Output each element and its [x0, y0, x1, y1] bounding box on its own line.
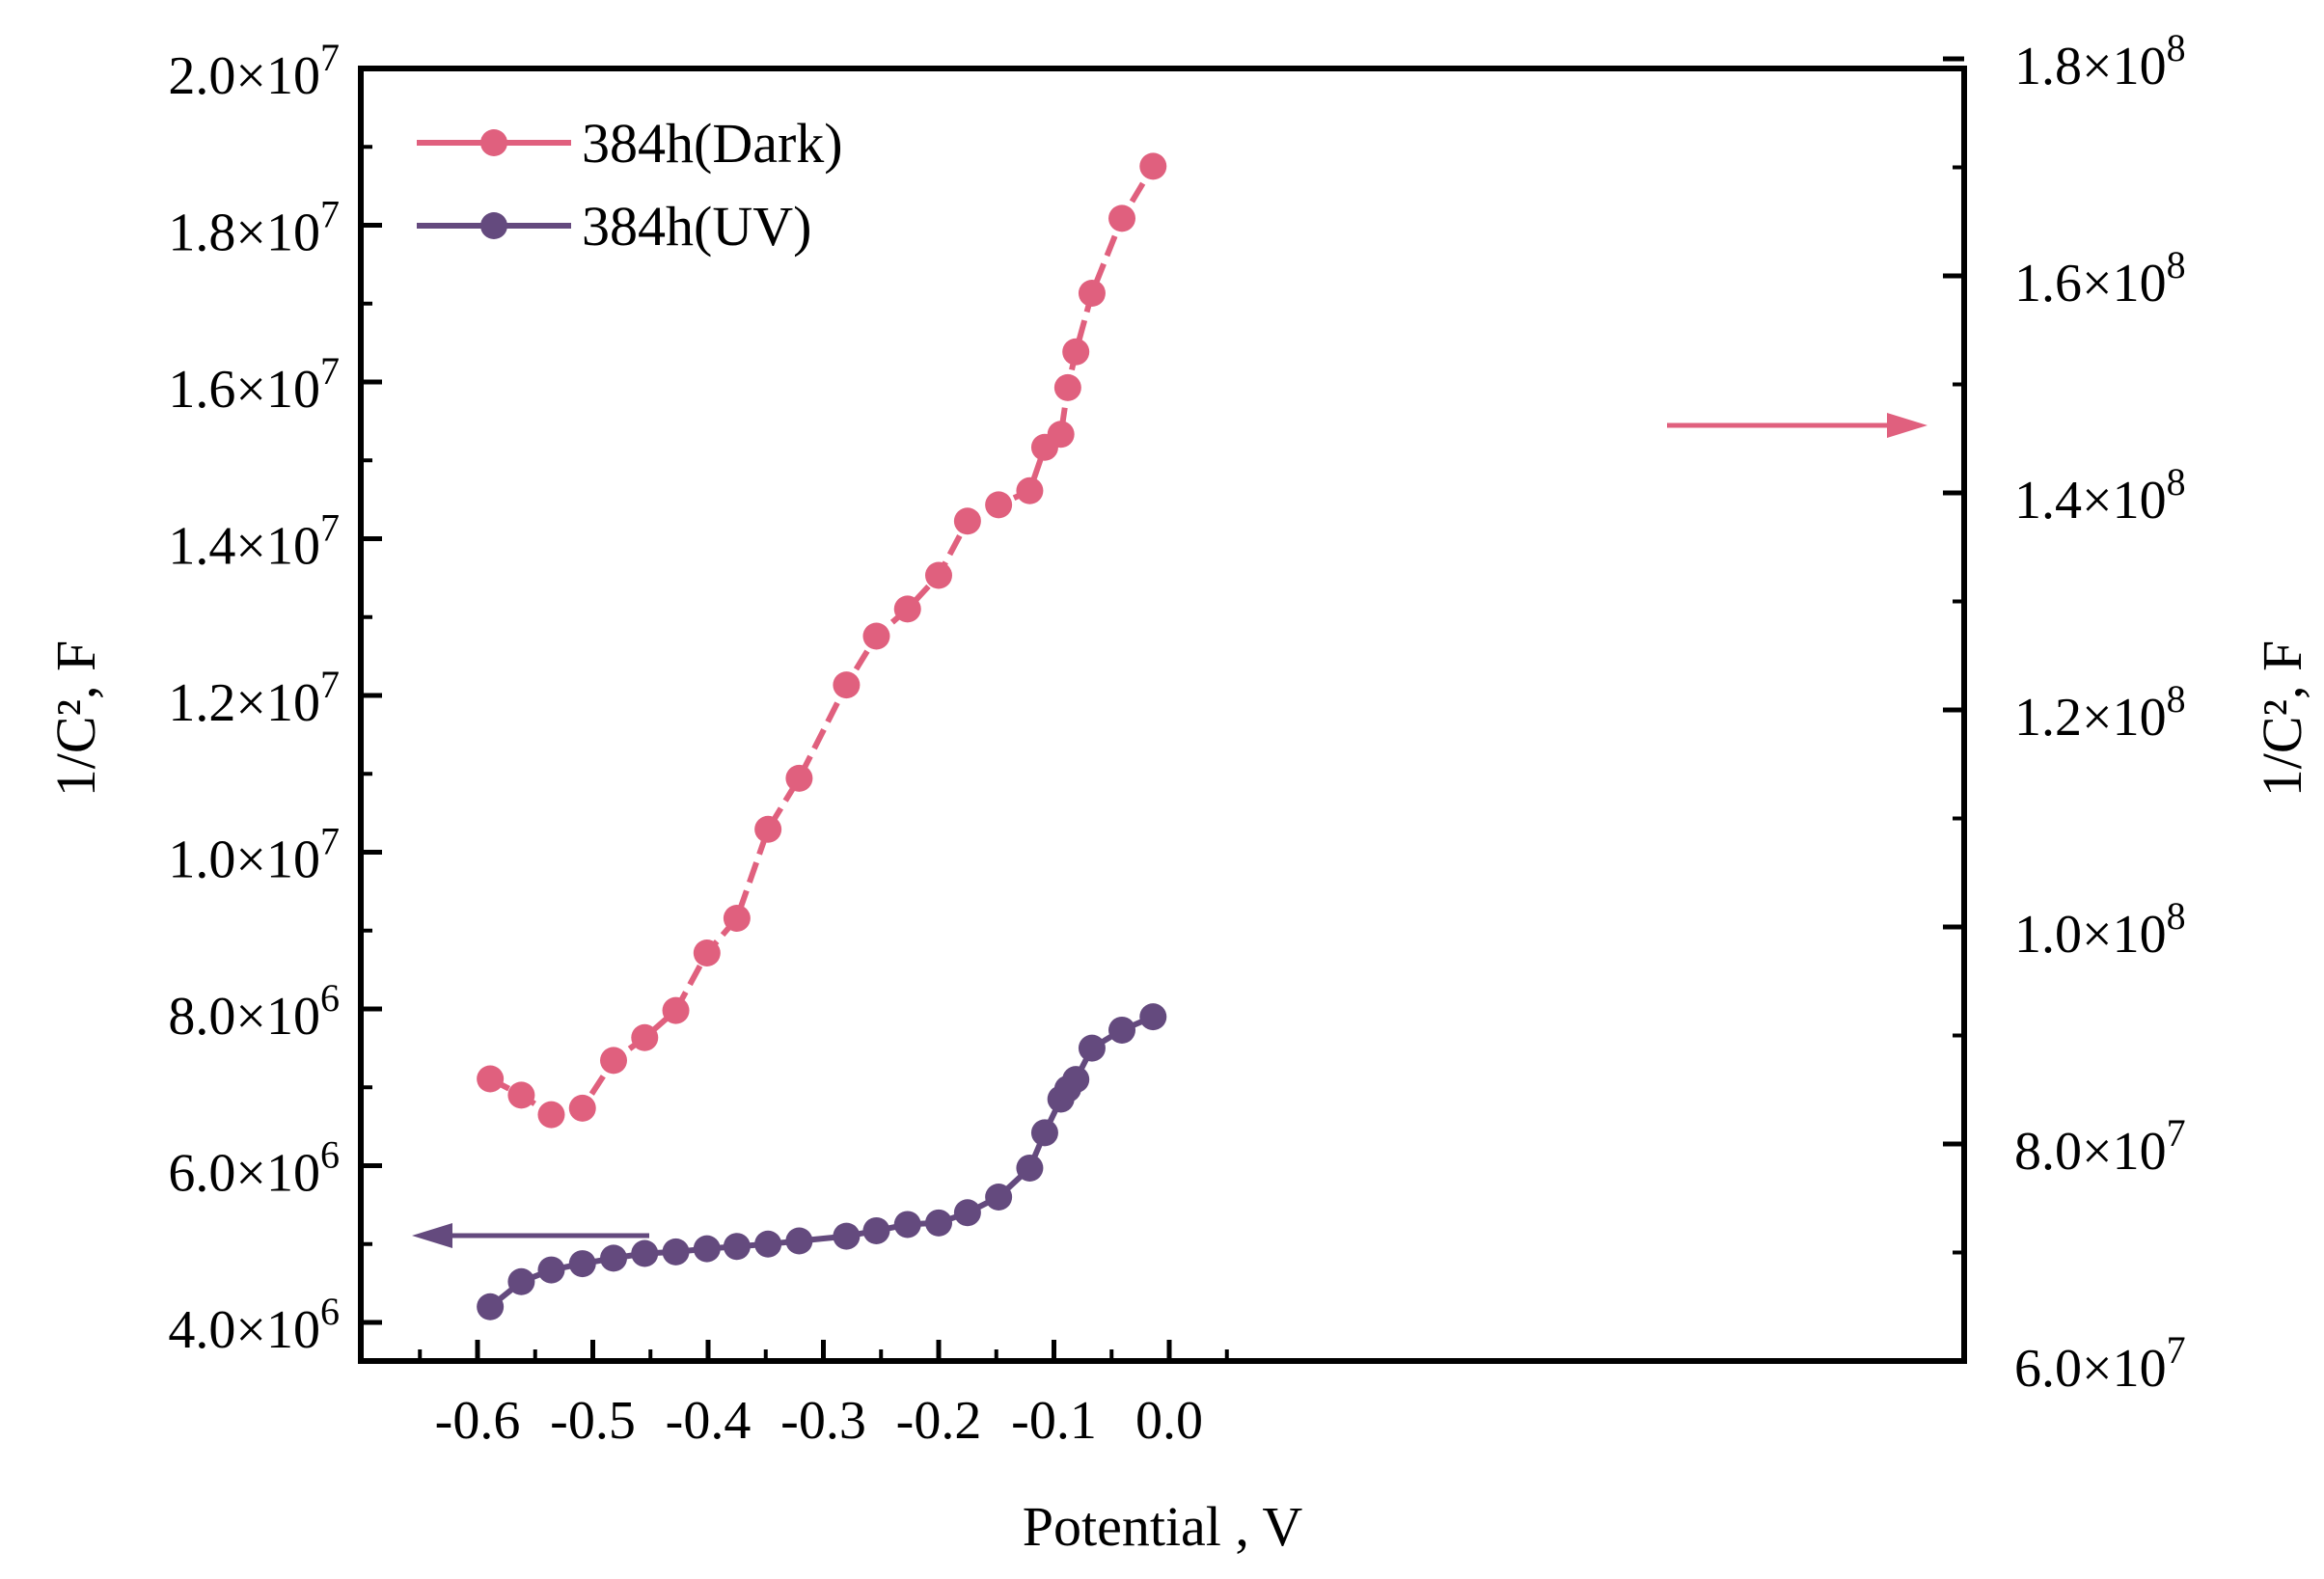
left-tick-label: 8.0×106: [168, 976, 340, 1047]
x-tick-label: -0.3: [780, 1391, 866, 1451]
axis-ticks: -0.6 -0.5 -0.4 -0.3 -0.2 -0.1 0.0 4.0×106 6.0×10…: [168, 26, 2185, 1451]
right-tick-label: 1.0×108: [2014, 894, 2186, 965]
x-tick-label: -0.2: [896, 1391, 982, 1451]
series-layer: [477, 152, 1167, 1320]
left-tick-label: 4.0×106: [168, 1290, 340, 1360]
left-tick-label: 6.0×106: [168, 1133, 340, 1204]
data-point: [1108, 204, 1136, 232]
data-point: [1016, 476, 1044, 504]
right-tick-label: 8.0×107: [2014, 1111, 2186, 1182]
data-point: [862, 1216, 890, 1244]
data-point: [953, 1199, 981, 1227]
data-point: [568, 1094, 596, 1122]
x-tick-label: -0.5: [550, 1391, 636, 1451]
data-point: [785, 1227, 813, 1255]
data-point: [893, 595, 921, 623]
left-tick-label: 1.2×107: [168, 663, 340, 733]
data-point: [985, 1184, 1013, 1211]
data-point: [1030, 1119, 1058, 1147]
x-tick-label: -0.4: [666, 1391, 752, 1451]
data-point: [537, 1256, 565, 1284]
data-point: [985, 491, 1013, 519]
plot-frame: [358, 66, 1967, 1364]
right-tick-label: 1.6×108: [2014, 243, 2186, 313]
data-point: [1053, 373, 1081, 401]
data-point: [1139, 1003, 1167, 1031]
x-axis-title: Potential , V: [1023, 1495, 1303, 1558]
data-point: [953, 507, 981, 535]
data-point: [723, 905, 751, 932]
data-point: [631, 1023, 659, 1051]
data-point: [1047, 421, 1075, 449]
legend: 384h(Dark) 384h(UV): [417, 112, 843, 258]
data-point: [568, 1250, 596, 1278]
left-tick-label: 1.6×107: [168, 349, 340, 420]
right-tick-label: 1.4×108: [2014, 460, 2186, 531]
data-point: [600, 1047, 628, 1075]
data-point: [833, 671, 861, 699]
data-point: [1078, 280, 1106, 307]
x-tick-label: -0.6: [435, 1391, 521, 1451]
series-dark: [477, 152, 1167, 1129]
data-point: [754, 815, 782, 843]
data-point: [693, 939, 721, 966]
data-point: [754, 1230, 782, 1258]
data-point: [507, 1267, 535, 1295]
data-point: [1062, 338, 1090, 366]
legend-marker: [480, 212, 507, 239]
legend-item: 384h(Dark): [417, 112, 843, 175]
data-point: [1016, 1154, 1044, 1182]
data-point: [925, 561, 952, 589]
data-point: [785, 764, 813, 792]
x-tick-label: 0.0: [1135, 1391, 1203, 1451]
left-tick-label: 1.0×107: [168, 820, 340, 890]
legend-label: 384h(Dark): [582, 112, 843, 175]
left-tick-label: 1.8×107: [168, 193, 340, 263]
data-point: [537, 1101, 565, 1129]
data-point: [925, 1209, 952, 1237]
right-tick-label: 6.0×107: [2014, 1328, 2186, 1399]
data-point: [693, 1235, 721, 1263]
right-tick-label: 1.2×108: [2014, 677, 2186, 748]
legend-marker: [480, 129, 507, 156]
series-uv: [477, 1003, 1167, 1320]
data-point: [1078, 1034, 1106, 1062]
arrow-right-icon: [1887, 413, 1928, 438]
left-tick-label: 1.4×107: [168, 506, 340, 577]
left-tick-label: 2.0×107: [168, 36, 340, 106]
data-point: [600, 1244, 628, 1272]
right-y-axis-title: 1/C², F: [2251, 640, 2313, 797]
data-point: [833, 1222, 861, 1250]
data-point: [723, 1233, 751, 1261]
left-y-axis-title: 1/C², F: [44, 640, 107, 797]
data-point: [662, 1238, 690, 1266]
data-point: [477, 1065, 505, 1093]
x-tick-label: -0.1: [1011, 1391, 1097, 1451]
annotation-arrows: [412, 413, 1928, 1248]
arrow-left-icon: [412, 1223, 452, 1248]
data-point: [1108, 1016, 1136, 1044]
data-point: [477, 1293, 505, 1320]
data-point: [862, 622, 890, 650]
legend-item: 384h(UV): [417, 195, 811, 258]
legend-label: 384h(UV): [582, 195, 811, 258]
data-point: [507, 1081, 535, 1109]
data-point: [893, 1211, 921, 1239]
right-tick-label: 1.8×108: [2014, 26, 2186, 96]
data-point: [631, 1239, 659, 1267]
data-point: [1139, 152, 1167, 180]
data-point: [662, 996, 690, 1024]
data-point: [1062, 1066, 1090, 1094]
